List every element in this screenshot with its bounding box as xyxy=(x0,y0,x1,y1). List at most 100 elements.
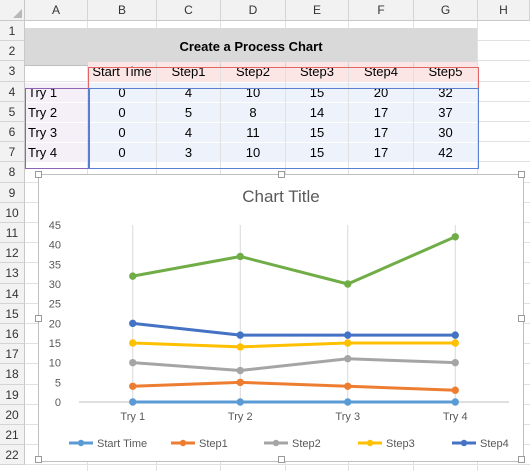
value-cell[interactable]: 0 xyxy=(88,82,156,102)
legend-marker xyxy=(179,439,187,447)
row-label-cell[interactable]: Try 2 xyxy=(25,102,87,122)
series-line-step3[interactable] xyxy=(132,341,456,349)
data-point[interactable] xyxy=(129,319,137,328)
row-header-10[interactable]: 10 xyxy=(0,202,25,223)
row-header-21[interactable]: 21 xyxy=(0,425,25,446)
data-point[interactable] xyxy=(451,331,459,339)
row-header-20[interactable]: 20 xyxy=(0,404,25,425)
chart-resize-handle[interactable] xyxy=(35,171,42,178)
column-header-h[interactable]: H xyxy=(478,0,530,21)
value-cell[interactable]: 11 xyxy=(221,123,285,143)
column-header-a[interactable]: A xyxy=(25,0,88,21)
column-header-e[interactable]: E xyxy=(286,0,349,21)
data-point[interactable] xyxy=(451,233,459,241)
column-header-f[interactable]: F xyxy=(349,0,414,21)
value-cell[interactable]: 5 xyxy=(157,102,220,122)
column-header-d[interactable]: D xyxy=(221,0,286,21)
data-point[interactable] xyxy=(451,398,459,406)
row-header-5[interactable]: 5 xyxy=(0,101,25,122)
value-cell[interactable]: 4 xyxy=(157,82,220,102)
value-cell[interactable]: 3 xyxy=(157,143,220,163)
value-cell[interactable]: 30 xyxy=(414,123,477,143)
data-point[interactable] xyxy=(344,339,352,347)
value-cell[interactable]: 8 xyxy=(221,102,285,122)
value-cell[interactable]: 15 xyxy=(286,123,348,143)
select-all-corner[interactable] xyxy=(0,0,25,21)
value-cell[interactable]: 17 xyxy=(349,123,413,143)
data-point[interactable] xyxy=(344,398,352,406)
data-point[interactable] xyxy=(236,343,244,351)
data-point[interactable] xyxy=(451,339,459,347)
chart-resize-handle[interactable] xyxy=(35,315,42,322)
data-point[interactable] xyxy=(344,355,352,363)
column-header-b[interactable]: B xyxy=(88,0,157,21)
series-line-step4[interactable] xyxy=(132,321,456,337)
data-point[interactable] xyxy=(236,366,244,375)
line-chart[interactable]: Chart Title 0 5 10 15 20 25 30 35 40 45 Try 1 Try 2… xyxy=(35,171,525,463)
row-header-19[interactable]: 19 xyxy=(0,384,25,405)
data-point[interactable] xyxy=(129,339,137,347)
row-header-13[interactable]: 13 xyxy=(0,263,25,284)
series-line-step1[interactable] xyxy=(132,380,456,392)
data-point[interactable] xyxy=(236,252,244,261)
legend-marker xyxy=(460,439,468,447)
data-point[interactable] xyxy=(129,382,137,390)
row-header-9[interactable]: 9 xyxy=(0,182,25,203)
data-point[interactable] xyxy=(344,280,352,288)
chart-resize-handle[interactable] xyxy=(518,456,525,463)
data-point[interactable] xyxy=(236,378,244,387)
value-cell[interactable]: 4 xyxy=(157,123,220,143)
row-header-1[interactable]: 1 xyxy=(0,21,25,42)
value-cell[interactable]: 0 xyxy=(88,143,156,163)
row-header-22[interactable]: 22 xyxy=(0,445,25,466)
row-header-17[interactable]: 17 xyxy=(0,344,25,365)
chart-title[interactable]: Chart Title xyxy=(242,187,320,206)
column-header-g[interactable]: G xyxy=(414,0,478,21)
row-header-11[interactable]: 11 xyxy=(0,223,25,244)
chart-resize-handle[interactable] xyxy=(278,456,285,463)
data-point[interactable] xyxy=(451,358,459,367)
value-cell[interactable]: 10 xyxy=(221,143,285,163)
x-tick-label: Try 1 xyxy=(120,411,145,423)
row-label-cell[interactable]: Try 4 xyxy=(25,143,87,163)
value-cell[interactable]: 15 xyxy=(286,143,348,163)
value-cell[interactable]: 0 xyxy=(88,102,156,122)
data-point[interactable] xyxy=(129,272,137,280)
chart-resize-handle[interactable] xyxy=(278,171,285,178)
chart-plot: 0 5 10 15 20 25 30 35 40 45 Try 1 Try 2 Try 3 Try 4 St… xyxy=(49,220,509,450)
row-header-16[interactable]: 16 xyxy=(0,324,25,345)
x-tick-label: Try 3 xyxy=(335,411,360,423)
column-header-c[interactable]: C xyxy=(157,0,221,21)
value-cell[interactable]: 14 xyxy=(286,102,348,122)
chart-resize-handle[interactable] xyxy=(518,315,525,322)
value-cell[interactable]: 37 xyxy=(414,102,477,122)
series-line-step5[interactable] xyxy=(132,235,456,286)
row-header-6[interactable]: 6 xyxy=(0,122,25,143)
row-header-12[interactable]: 12 xyxy=(0,243,25,264)
row-header-8[interactable]: 8 xyxy=(0,162,25,183)
row-header-7[interactable]: 7 xyxy=(0,142,25,163)
data-point[interactable] xyxy=(344,331,352,339)
data-point[interactable] xyxy=(236,398,244,406)
row-header-4[interactable]: 4 xyxy=(0,81,25,102)
data-point[interactable] xyxy=(129,358,137,367)
value-cell[interactable]: 0 xyxy=(88,123,156,143)
data-point[interactable] xyxy=(236,331,244,339)
value-cell[interactable]: 42 xyxy=(414,143,477,163)
series-line-step2[interactable] xyxy=(132,357,456,373)
row-header-3[interactable]: 3 xyxy=(0,61,25,82)
row-header-14[interactable]: 14 xyxy=(0,283,25,304)
chart-resize-handle[interactable] xyxy=(35,456,42,463)
data-point[interactable] xyxy=(451,386,459,394)
row-header-15[interactable]: 15 xyxy=(0,303,25,324)
chart-resize-handle[interactable] xyxy=(518,171,525,178)
data-point[interactable] xyxy=(344,382,352,390)
value-cell[interactable]: 17 xyxy=(349,143,413,163)
data-point[interactable] xyxy=(129,398,137,406)
row-header-18[interactable]: 18 xyxy=(0,364,25,385)
sheet-title-cell[interactable]: Create a Process Chart xyxy=(25,28,477,66)
value-cell[interactable]: 17 xyxy=(349,102,413,122)
row-label-cell[interactable]: Try 3 xyxy=(25,123,87,143)
x-tick-label: Try 4 xyxy=(443,411,468,423)
row-header-2[interactable]: 2 xyxy=(0,41,25,62)
